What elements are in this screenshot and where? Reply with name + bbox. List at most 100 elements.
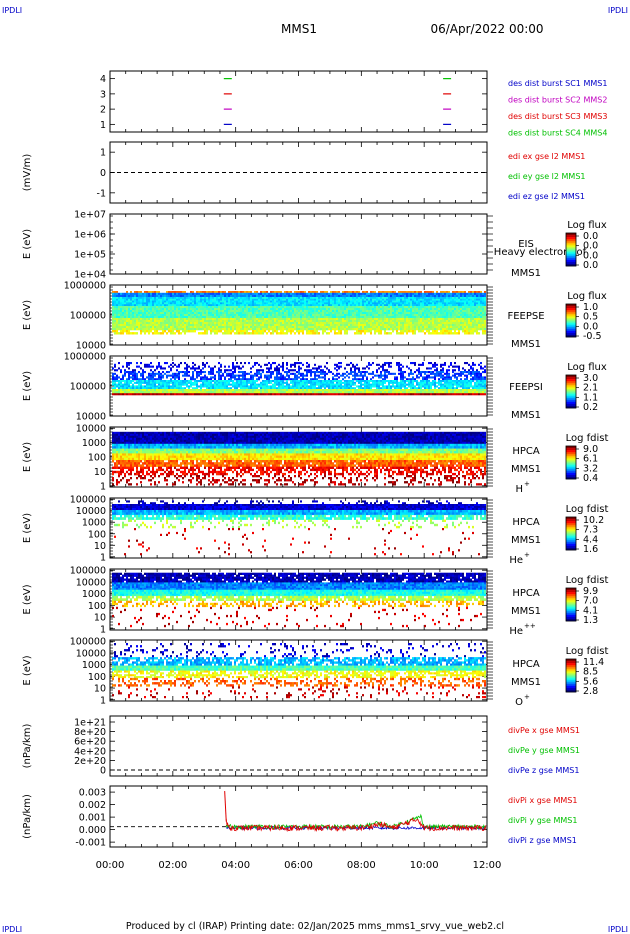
- spectrogram-cell: [362, 308, 364, 311]
- spectrogram-cell: [206, 304, 208, 307]
- spectrogram-cell: [218, 300, 220, 303]
- spectrogram-cell: [240, 304, 242, 307]
- spectrogram-cell: [332, 314, 334, 317]
- spectrogram-cell: [370, 328, 372, 331]
- spectrogram-cell: [324, 312, 326, 315]
- spectrogram-cell: [410, 312, 412, 315]
- spectrogram-cell: [156, 324, 158, 327]
- spectrogram-cell: [122, 376, 124, 379]
- spectrogram-cell: [360, 324, 362, 327]
- spectrogram-cell: [166, 376, 168, 379]
- spectrogram-cell: [130, 306, 132, 309]
- spectrogram-cell: [398, 314, 400, 317]
- spectrogram-cell: [428, 318, 430, 321]
- spectrogram-cell: [148, 294, 150, 298]
- spectrogram-cell: [266, 292, 268, 296]
- spectrogram-cell: [370, 318, 372, 321]
- spectrogram-cell: [156, 365, 158, 368]
- spectrogram-cell: [230, 318, 232, 321]
- spectrogram-cell: [174, 391, 176, 394]
- spectrogram-cell: [154, 300, 156, 303]
- spectrogram-cell: [234, 294, 236, 298]
- spectrogram-cell: [160, 391, 162, 394]
- spectrogram-cell: [272, 332, 274, 335]
- spectrogram-cell: [382, 320, 384, 323]
- spectrogram-cell: [344, 318, 346, 321]
- spectrogram-cell: [176, 308, 178, 311]
- spectrogram-cell: [130, 298, 132, 301]
- spectrogram-cell: [164, 316, 166, 319]
- spectrogram-cell: [454, 302, 456, 305]
- spectrogram-cell: [180, 380, 182, 383]
- spectrogram-cell: [226, 328, 228, 331]
- spectrogram-cell: [176, 376, 178, 379]
- spectrogram-cell: [242, 330, 244, 333]
- spectrogram-cell: [200, 318, 202, 321]
- spectrogram-cell: [306, 312, 308, 315]
- spectrogram-cell: [282, 302, 284, 305]
- spectrogram-cell: [246, 332, 248, 335]
- spectrogram-cell: [112, 320, 114, 323]
- spectrogram-cell: [430, 320, 432, 323]
- spectrogram-cell: [446, 324, 448, 327]
- spectrogram-cell: [112, 308, 114, 311]
- spectrogram-cell: [164, 298, 166, 301]
- spectrogram-cell: [388, 298, 390, 301]
- spectrogram-cell: [188, 324, 190, 327]
- spectrogram-cell: [164, 320, 166, 323]
- spectrogram-cell: [276, 298, 278, 301]
- spectrogram-cell: [466, 332, 468, 335]
- spectrogram-cell: [372, 306, 374, 309]
- spectrogram-cell: [310, 308, 312, 311]
- spectrogram-cell: [192, 304, 194, 307]
- spectrogram-cell: [322, 294, 324, 298]
- spectrogram-cell: [294, 326, 296, 329]
- spectrogram-cell: [270, 292, 272, 296]
- spectrogram-cell: [274, 314, 276, 317]
- spectrogram-cell: [210, 312, 212, 315]
- spectrogram-cell: [300, 294, 302, 298]
- spectrogram-cell: [244, 302, 246, 305]
- spectrogram-cell: [374, 291, 376, 294]
- spectrogram-cell: [178, 374, 180, 377]
- spectrogram-cell: [276, 294, 278, 298]
- spectrogram-cell: [458, 298, 460, 301]
- spectrogram-cell: [306, 324, 308, 327]
- spectrogram-cell: [158, 304, 160, 307]
- spectrogram-cell: [352, 300, 354, 303]
- spectrogram-cell: [438, 320, 440, 323]
- spectrogram-cell: [436, 304, 438, 307]
- spectrogram-cell: [446, 332, 448, 335]
- spectrogram-cell: [156, 310, 158, 313]
- spectrogram-cell: [282, 292, 284, 296]
- spectrogram-cell: [360, 306, 362, 309]
- spectrogram-cell: [186, 314, 188, 317]
- spectrogram-cell: [304, 292, 306, 296]
- spectrogram-cell: [170, 367, 172, 370]
- spectrogram-cell: [374, 322, 376, 325]
- spectrogram-cell: [358, 314, 360, 317]
- spectrogram-cell: [132, 294, 134, 298]
- spectrogram-cell: [122, 374, 124, 377]
- spectrogram-cell: [448, 332, 450, 335]
- spectrogram-cell: [336, 304, 338, 307]
- spectrogram-cell: [236, 294, 238, 298]
- spectrogram-cell: [244, 306, 246, 309]
- footer-credit: Produced by cl (IRAP) Printing date: 02/…: [126, 921, 504, 932]
- spectrogram-cell: [180, 385, 182, 388]
- spectrogram-cell: [306, 320, 308, 323]
- spectrogram-cell: [128, 318, 130, 321]
- spectrogram-cell: [456, 314, 458, 317]
- spectrogram-cell: [154, 316, 156, 319]
- spectrogram-cell: [122, 393, 124, 396]
- spectrogram-cell: [134, 326, 136, 329]
- spectrogram-cell: [136, 314, 138, 317]
- spectrogram-cell: [420, 294, 422, 298]
- spectrogram-cell: [136, 294, 138, 298]
- spectrogram-cell: [326, 306, 328, 309]
- spectrogram-cell: [162, 314, 164, 317]
- spectrogram-cell: [260, 306, 262, 309]
- spectrogram-cell: [172, 381, 174, 384]
- spectrogram-cell: [162, 330, 164, 333]
